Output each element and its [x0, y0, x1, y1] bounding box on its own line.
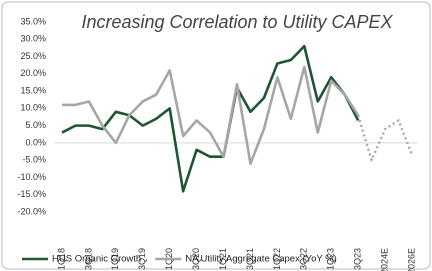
series-line — [62, 65, 360, 165]
y-tick-label: 35.0% — [20, 16, 46, 26]
y-tick-label: 10.0% — [20, 103, 46, 113]
y-tick-label: -15.0% — [17, 189, 46, 199]
x-tick-label: 1Q23 — [326, 248, 336, 270]
y-tick-label: 15.0% — [20, 85, 46, 95]
series-line — [357, 114, 414, 162]
legend-label: HUS Organic Growth — [52, 254, 141, 265]
y-tick-label: 0.0% — [25, 137, 46, 147]
x-tick-label: 1Q21 — [218, 248, 228, 270]
y-tick-label: 20.0% — [20, 68, 46, 78]
x-tick-label: 3Q18 — [83, 248, 93, 270]
x-tick-label: 3Q21 — [245, 248, 255, 270]
title-background — [62, 10, 412, 34]
x-tick-label: 3Q22 — [299, 248, 309, 270]
series-line — [61, 44, 360, 193]
chart-title: Increasing Correlation to Utility CAPEX — [81, 12, 393, 32]
x-tick-label: 3Q19 — [137, 248, 147, 270]
x-tick-label: 3Q20 — [191, 248, 201, 270]
x-tick-label: 2024E — [379, 248, 389, 271]
x-tick-label: 3Q23 — [353, 248, 363, 270]
y-tick-label: 5.0% — [25, 120, 46, 130]
x-tick-label: 1Q18 — [56, 248, 66, 270]
legend-label: NA Utility Aggregate Capex (YoY %) — [185, 254, 337, 265]
y-tick-label: -20.0% — [17, 206, 46, 216]
x-tick-label: 1Q22 — [272, 248, 282, 270]
x-tick-label: 1Q19 — [110, 248, 120, 270]
y-tick-label: -10.0% — [17, 172, 46, 182]
y-tick-label: -5.0% — [22, 155, 46, 165]
x-tick-label: 2026E — [406, 248, 416, 271]
y-tick-label: 25.0% — [20, 51, 46, 61]
y-tick-label: 30.0% — [20, 34, 46, 44]
